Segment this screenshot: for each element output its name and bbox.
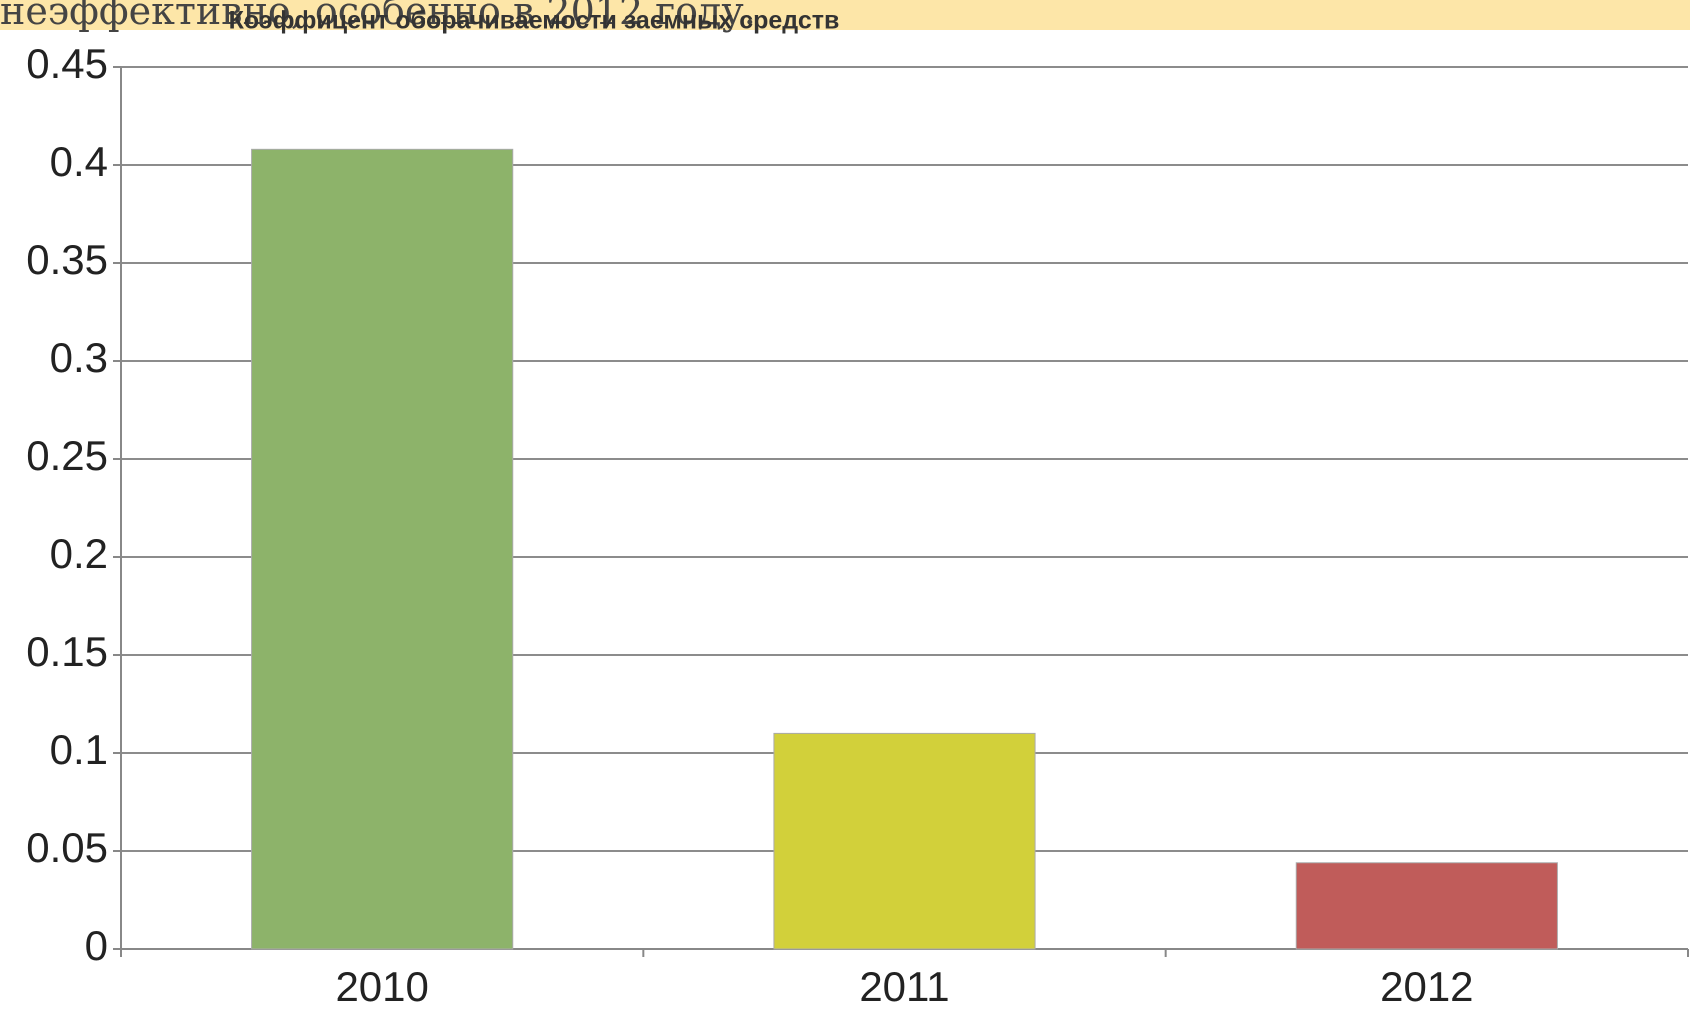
y-tick-label: 0.2 (50, 530, 108, 577)
bar (251, 148, 514, 950)
x-tick-label: 2010 (335, 963, 428, 1010)
y-tick-label: 0.3 (50, 334, 108, 381)
document-text: неэффективно, особенно в 2012 году. (0, 0, 756, 33)
bar (773, 732, 1036, 950)
y-tick-label: 0.25 (26, 432, 108, 479)
y-tick-label: 0.1 (50, 726, 108, 773)
y-tick-label: 0.05 (26, 824, 108, 871)
chart-title: Коэффицент оборачиваемости заемных средс… (229, 7, 840, 35)
y-tick-label: 0 (85, 922, 108, 969)
y-tick-label: 0.15 (26, 628, 108, 675)
y-tick-label: 0.35 (26, 236, 108, 283)
highlight-band (0, 0, 1690, 30)
x-tick-label: 2011 (859, 963, 949, 1010)
x-tick-label: 2012 (1380, 963, 1473, 1010)
y-tick-label: 0.45 (26, 40, 108, 87)
y-tick-label: 0.4 (50, 138, 108, 185)
bar (1295, 862, 1558, 950)
